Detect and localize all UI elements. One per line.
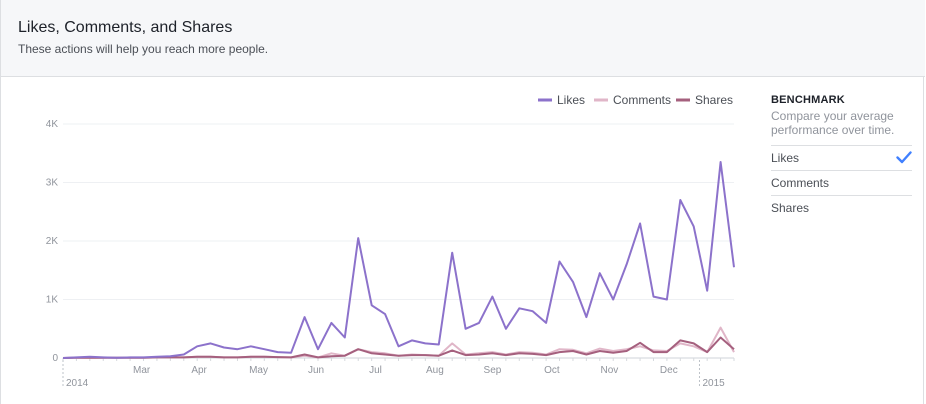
x-tick-label: Dec [660,365,678,376]
benchmark-item-comments[interactable]: Comments [771,170,912,195]
x-tick-label: Mar [133,365,151,376]
panel-header: Likes, Comments, and Shares These action… [1,0,925,77]
y-tick-label: 4K [46,119,59,130]
checkmark-icon [896,151,912,164]
benchmark-item-likes[interactable]: Likes [771,145,912,170]
likes-comments-shares-chart: 0 1K 2K 3K 4K Mar Apr May Jun Jul Aug Sep Oct Nov Dec 2… [46,93,735,389]
benchmark-item-label: Shares [771,201,810,215]
benchmark-list: Likes Comments Shares [771,145,912,220]
benchmark-title: BENCHMARK [771,94,845,106]
legend-label: Comments [613,93,671,107]
y-tick-label: 0 [52,353,58,364]
y-tick-label: 2K [46,236,59,247]
benchmark-panel: BENCHMARK Compare your average performan… [771,94,912,220]
x-tick-label: Jun [308,365,324,376]
x-tick-label: Jul [369,365,382,376]
x-tick-label: Aug [426,365,444,376]
year-label: 2014 [66,378,89,389]
x-tick-label: Apr [191,365,207,376]
x-tick-label: Sep [484,365,502,376]
series-line-comments [62,326,735,359]
benchmark-item-label: Comments [771,176,830,190]
legend-label: Likes [557,93,585,107]
series-line-shares [62,336,735,359]
y-tick-label: 3K [46,178,59,189]
benchmark-item-label: Likes [771,151,800,165]
x-tick-label: Oct [544,365,560,376]
legend-label: Shares [695,93,733,107]
year-label: 2015 [702,378,725,389]
series-line-likes [62,161,735,359]
panel-subtitle: These actions will help you reach more p… [18,42,269,56]
x-tick-label: May [249,365,268,376]
benchmark-description: Compare your average performance over ti… [771,109,895,137]
panel-title: Likes, Comments, and Shares [18,19,233,36]
y-tick-label: 1K [46,295,59,306]
benchmark-item-shares[interactable]: Shares [771,195,912,220]
x-tick-label: Nov [600,365,618,376]
